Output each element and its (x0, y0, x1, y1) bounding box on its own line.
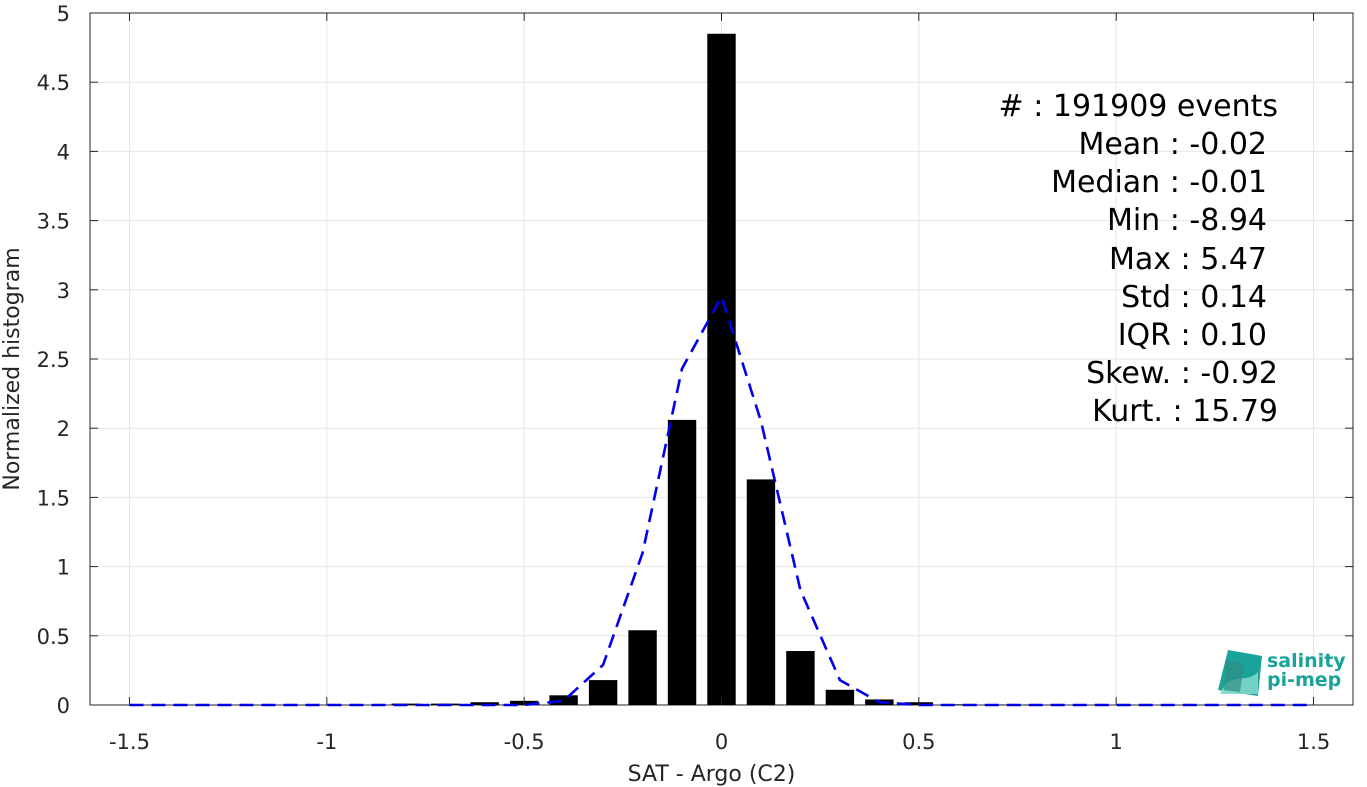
x-axis-ticks: -1.5 -1 -0.5 0 0.5 1 1.5 (109, 13, 1330, 754)
histogram-bar (707, 33, 736, 705)
y-tick-label: 3.5 (37, 210, 70, 234)
stat-min: Min : -8.94 (1107, 203, 1267, 238)
histogram-bar (667, 419, 697, 705)
stat-median: Median : -0.01 (1051, 165, 1267, 200)
stat-skew: Skew. : -0.92 (1086, 356, 1278, 391)
stat-mean: Mean : -0.02 (1078, 127, 1267, 162)
stat-events: # : 191909 events (999, 89, 1278, 124)
y-axis-label: Normalized histogram (0, 247, 25, 490)
y-tick-label: 0.5 (37, 625, 70, 649)
x-tick-label: 1 (1110, 730, 1123, 754)
stat-kurt: Kurt. : 15.79 (1092, 394, 1278, 429)
x-tick-label: -0.5 (504, 730, 545, 754)
logo-wave-icon (1218, 650, 1262, 696)
x-tick-label: 1.5 (1297, 730, 1330, 754)
x-tick-label: 0 (715, 730, 728, 754)
x-tick-label: -1 (316, 730, 337, 754)
y-tick-label: 1 (57, 556, 70, 580)
stat-iqr: IQR : 0.10 (1118, 318, 1267, 353)
y-tick-label: 5 (57, 2, 70, 26)
histogram-bar (549, 695, 578, 705)
y-tick-label: 1.5 (37, 486, 70, 510)
stat-max: Max : 5.47 (1109, 242, 1267, 277)
stat-std: Std : 0.14 (1121, 280, 1267, 315)
histogram-bar (588, 680, 618, 705)
histogram-bar (944, 704, 973, 705)
histogram-bar (470, 702, 499, 705)
logo-text-salinity: salinity (1267, 650, 1346, 672)
statistics-annotation: # : 191909 events Mean : -0.02 Median : … (999, 89, 1278, 429)
y-tick-label: 4.5 (37, 71, 70, 95)
histogram-bar (628, 630, 657, 705)
x-axis-label: SAT - Argo (C2) (628, 762, 796, 787)
histogram-bars (391, 33, 1052, 705)
x-tick-label: -1.5 (109, 730, 150, 754)
histogram-bar (825, 689, 855, 705)
histogram-bar (746, 479, 776, 705)
salinity-pi-mep-logo: salinity pi-mep (1218, 650, 1346, 696)
y-axis-ticks: 0 0.5 1 1.5 2 2.5 3 3.5 4 4.5 5 (37, 2, 1353, 718)
y-tick-label: 2 (57, 417, 70, 441)
y-tick-label: 2.5 (37, 348, 70, 372)
histogram-bar (786, 651, 815, 705)
y-tick-label: 0 (57, 694, 70, 718)
y-tick-label: 4 (57, 140, 70, 164)
y-tick-label: 3 (57, 279, 70, 303)
logo-text-pi-mep: pi-mep (1267, 669, 1341, 691)
x-tick-label: 0.5 (902, 730, 935, 754)
